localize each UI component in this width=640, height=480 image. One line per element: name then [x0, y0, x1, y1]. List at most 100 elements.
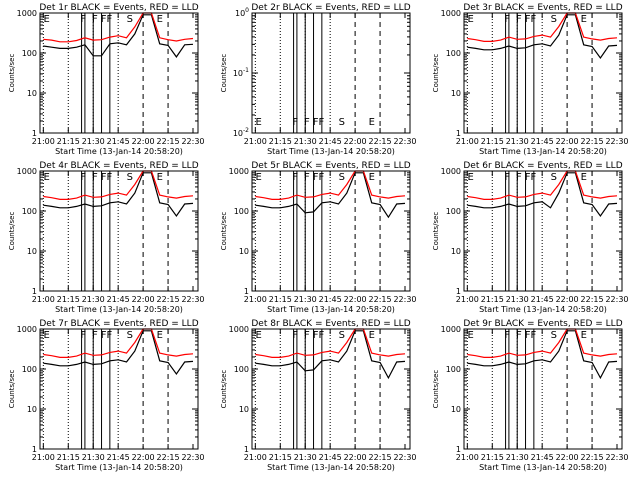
- flag-letter: F: [504, 330, 510, 341]
- panel-det-4: Det 4r BLACK = Events, RED = LLD Counts/s…: [8, 161, 205, 314]
- x-tick-label: 22:00: [344, 137, 367, 146]
- series-events-line: [467, 172, 618, 218]
- x-tick-label: 22:00: [556, 453, 579, 462]
- x-tick-label: 21:15: [481, 295, 504, 304]
- flag-letter: E: [43, 330, 49, 341]
- x-axis-label: Start Time (13-Jan-14 20:58:20): [55, 305, 183, 314]
- flag-letter: F: [504, 172, 510, 183]
- x-tick-label: 22:00: [344, 453, 367, 462]
- x-tick-label: 22:00: [132, 137, 155, 146]
- flag-letter: E: [157, 14, 163, 25]
- flag-letter: F: [92, 330, 98, 341]
- flag-letter: F: [80, 14, 86, 25]
- flag-letter: F: [80, 172, 86, 183]
- x-tick-label: 21:15: [57, 453, 80, 462]
- y-tick-label: 100: [234, 365, 249, 374]
- x-tick-label: 21:15: [269, 453, 292, 462]
- flag-letter: FF: [313, 330, 325, 341]
- x-tick-label: 21:00: [32, 137, 55, 146]
- x-tick-label: 21:00: [456, 137, 479, 146]
- series-lld-line: [43, 170, 194, 200]
- x-tick-label: 22:30: [393, 137, 416, 146]
- series-lld-line: [467, 12, 618, 43]
- series-events-line: [43, 330, 194, 376]
- y-tick-label: 100: [234, 207, 249, 216]
- y-tick-label: 10: [27, 247, 37, 256]
- flag-letter: E: [467, 172, 473, 183]
- flag-letter: F: [516, 330, 522, 341]
- panel-title: Det 8r BLACK = Events, RED = LLD: [251, 319, 410, 329]
- y-axis-label: Counts/sec: [8, 54, 16, 93]
- x-tick-label: 22:30: [181, 137, 204, 146]
- y-tick-label: 1000: [441, 9, 461, 18]
- y-axis-label: Counts/sec: [432, 54, 440, 93]
- y-tick-label: 1000: [441, 167, 461, 176]
- y-tick-label: 1: [32, 129, 37, 138]
- series-events-line: [43, 14, 194, 58]
- x-axis-label: Start Time (13-Jan-14 20:58:20): [267, 147, 395, 156]
- y-tick-label: 1000: [17, 167, 37, 176]
- flag-letter: E: [255, 172, 261, 183]
- x-tick-label: 21:00: [456, 295, 479, 304]
- flag-letter: F: [92, 14, 98, 25]
- plot-frame: [463, 328, 623, 450]
- y-tick-label: 1: [456, 445, 461, 454]
- x-tick-label: 22:00: [344, 295, 367, 304]
- flag-letter: E: [157, 172, 163, 183]
- x-axis-label: Start Time (13-Jan-14 20:58:20): [55, 463, 183, 472]
- y-tick-label: 1: [244, 445, 249, 454]
- flag-letter: FF: [101, 14, 113, 25]
- x-tick-label: 22:00: [556, 295, 579, 304]
- panel-det-6: Det 6r BLACK = Events, RED = LLD Counts/s…: [432, 161, 629, 314]
- x-tick-label: 21:45: [107, 295, 130, 304]
- y-tick-label: 1000: [229, 325, 249, 334]
- y-tick-label: 100: [22, 49, 37, 58]
- y-tick-label: 10: [451, 89, 461, 98]
- y-tick-label: 100: [235, 7, 249, 18]
- y-tick-label: 1: [32, 445, 37, 454]
- series-events-line: [255, 172, 406, 219]
- flag-letter: S: [339, 117, 345, 128]
- x-tick-label: 21:45: [319, 137, 342, 146]
- plot-frame: [463, 12, 623, 134]
- y-tick-label: 100: [22, 365, 37, 374]
- flag-letter: F: [304, 330, 310, 341]
- flag-letter: F: [504, 14, 510, 25]
- panel-title: Det 5r BLACK = Events, RED = LLD: [251, 161, 410, 171]
- flag-letter: FF: [525, 330, 537, 341]
- y-tick-label: 1000: [441, 325, 461, 334]
- x-axis-label: Start Time (13-Jan-14 20:58:20): [479, 147, 607, 156]
- x-tick-label: 22:15: [581, 137, 604, 146]
- x-tick-label: 22:15: [581, 453, 604, 462]
- y-tick-label: 1: [456, 129, 461, 138]
- panel-title: Det 7r BLACK = Events, RED = LLD: [39, 319, 198, 329]
- flag-letter: E: [255, 330, 261, 341]
- flag-letter: E: [581, 14, 587, 25]
- panel-det-7: Det 7r BLACK = Events, RED = LLD Counts/s…: [8, 319, 205, 472]
- panel-title: Det 1r BLACK = Events, RED = LLD: [39, 3, 198, 13]
- flag-letter: FF: [525, 172, 537, 183]
- y-tick-label: 10: [239, 247, 249, 256]
- y-tick-label: 100: [22, 207, 37, 216]
- panel-title: Det 6r BLACK = Events, RED = LLD: [463, 161, 622, 171]
- series-lld-line: [255, 328, 406, 358]
- x-axis-label: Start Time (13-Jan-14 20:58:20): [479, 463, 607, 472]
- flag-letter: FF: [313, 172, 325, 183]
- x-tick-label: 22:30: [605, 453, 628, 462]
- y-axis-label: Counts/sec: [220, 370, 228, 409]
- flag-letter: E: [255, 117, 261, 128]
- y-axis-label: Counts/sec: [432, 370, 440, 409]
- x-tick-label: 21:00: [244, 453, 267, 462]
- y-tick-label: 10-2: [233, 127, 249, 138]
- flag-letter: S: [551, 172, 557, 183]
- x-tick-label: 21:30: [506, 453, 529, 462]
- x-tick-label: 21:15: [481, 137, 504, 146]
- x-axis-label: Start Time (13-Jan-14 20:58:20): [267, 305, 395, 314]
- flag-letter: F: [292, 117, 298, 128]
- y-tick-label: 100: [446, 365, 461, 374]
- x-tick-label: 21:30: [294, 137, 317, 146]
- series-lld-line: [467, 170, 618, 200]
- x-tick-label: 21:30: [82, 295, 105, 304]
- flag-letter: E: [369, 330, 375, 341]
- x-tick-label: 22:15: [369, 295, 392, 304]
